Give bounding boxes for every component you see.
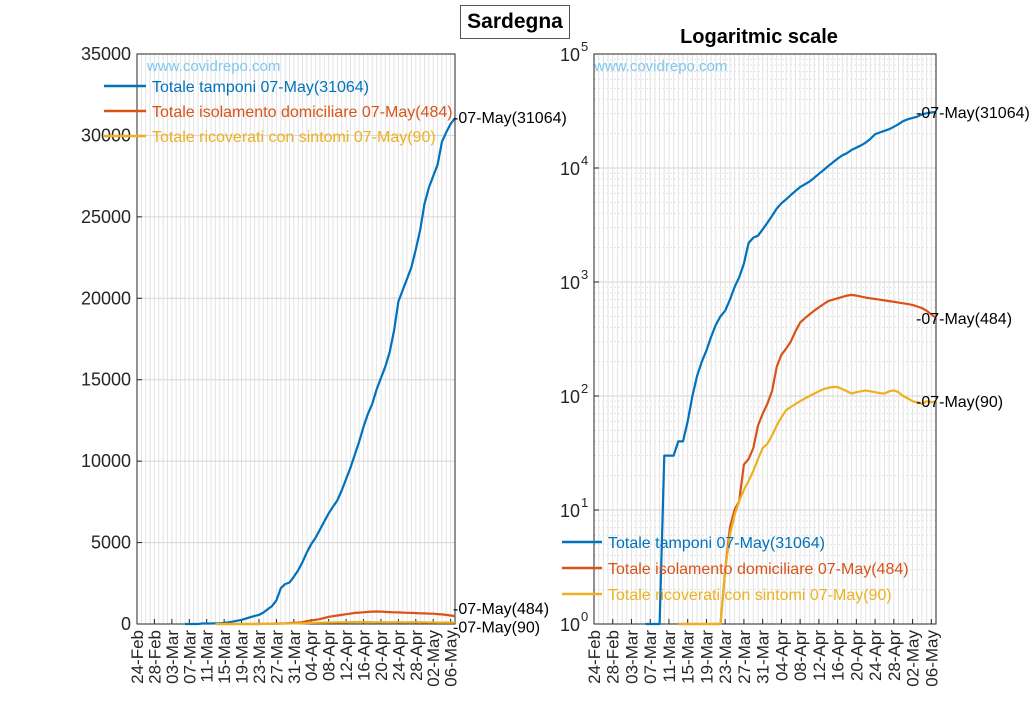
x-tick-label: 04-Apr bbox=[772, 630, 791, 681]
end-label-ricoverati: -07-May(90) bbox=[916, 394, 1003, 411]
legend-log: Totale tamponi 07-May(31064) Totale isola… bbox=[562, 535, 909, 604]
x-tick-label: 19-Mar bbox=[233, 630, 252, 684]
title-log-panel: Logaritmic scale bbox=[680, 26, 838, 48]
x-tick-label: 08-Apr bbox=[320, 630, 339, 681]
y-tick-label: 35000 bbox=[81, 44, 131, 64]
end-label-tamponi: -07-May(31064) bbox=[916, 105, 1030, 122]
x-tick-label: 07-Mar bbox=[180, 630, 199, 684]
x-tick-label: 16-Apr bbox=[829, 630, 848, 681]
axes-frame-log bbox=[593, 53, 937, 625]
y-tick-label: 10 bbox=[560, 615, 580, 635]
x-tick-label: 27-Mar bbox=[735, 630, 754, 684]
y-tick-label: 10 bbox=[560, 501, 580, 521]
end-labels-linear: -07-May(31064) -07-May(484) -07-May(90) bbox=[453, 110, 567, 636]
x-tick-label: 31-Mar bbox=[754, 630, 773, 684]
x-tick-label: 31-Mar bbox=[285, 630, 304, 684]
figure-title: Sardegna bbox=[460, 5, 570, 39]
y-tick-label: 15000 bbox=[81, 370, 131, 390]
x-tick-label: 02-May bbox=[904, 630, 923, 687]
x-tick-label: 28-Apr bbox=[885, 630, 904, 681]
series-lines-log bbox=[645, 110, 937, 626]
series-line-ricoverati bbox=[678, 385, 937, 626]
x-ticks-linear: 24-Feb28-Feb03-Mar07-Mar11-Mar15-Mar19-M… bbox=[128, 619, 461, 687]
x-tick-label: 11-Mar bbox=[660, 630, 679, 683]
x-tick-label: 24-Apr bbox=[389, 630, 408, 681]
y-tick-label-exponent: 2 bbox=[581, 381, 588, 396]
x-tick-label: 24-Apr bbox=[866, 630, 885, 681]
watermark-log: www.covidrepo.com bbox=[593, 58, 727, 75]
x-tick-label: 27-Mar bbox=[267, 630, 286, 684]
y-tick-label: 10 bbox=[560, 159, 580, 179]
panel-log: Logaritmic scale www.covidrepo.com 10 010… bbox=[560, 26, 1030, 687]
x-tick-label: 15-Mar bbox=[215, 630, 234, 684]
x-tick-label: 20-Apr bbox=[372, 630, 391, 681]
y-tick-label-exponent: 4 bbox=[581, 153, 588, 168]
panel-linear: www.covidrepo.com 0 5000 10000 15000 20000 25… bbox=[81, 44, 567, 687]
y-tick-label: 5000 bbox=[91, 533, 131, 553]
end-labels-log: -07-May(31064) -07-May(484) -07-May(90) bbox=[916, 105, 1030, 411]
x-tick-label: 07-Mar bbox=[641, 630, 660, 684]
watermark-linear: www.covidrepo.com bbox=[146, 58, 280, 75]
legend-linear: Totale tamponi 07-May(31064) Totale isola… bbox=[104, 79, 453, 146]
x-tick-label: 11-Mar bbox=[198, 630, 217, 683]
legend-label-ricoverati: Totale ricoverati con sintomi 07-May(90) bbox=[608, 587, 892, 604]
x-tick-label: 08-Apr bbox=[791, 630, 810, 681]
x-tick-label: 19-Mar bbox=[697, 630, 716, 684]
x-tick-label: 23-Mar bbox=[250, 630, 269, 684]
x-tick-label: 28-Feb bbox=[145, 630, 164, 684]
x-tick-label: 28-Feb bbox=[604, 630, 623, 684]
y-tick-label-exponent: 0 bbox=[581, 609, 588, 624]
legend-label-isolamento: Totale isolamento domiciliare 07-May(484… bbox=[152, 104, 453, 121]
x-tick-label: 24-Feb bbox=[585, 630, 604, 684]
series-line-tamponi bbox=[645, 110, 937, 626]
legend-label-ricoverati: Totale ricoverati con sintomi 07-May(90) bbox=[152, 129, 436, 146]
y-tick-label-exponent: 1 bbox=[581, 495, 588, 510]
y-tick-label-exponent: 3 bbox=[581, 267, 588, 282]
y-tick-label: 20000 bbox=[81, 288, 131, 308]
legend-label-tamponi: Totale tamponi 07-May(31064) bbox=[608, 535, 825, 552]
x-tick-label: 16-Apr bbox=[355, 630, 374, 681]
y-tick-label: 10 bbox=[560, 45, 580, 65]
y-tick-label: 0 bbox=[121, 614, 131, 634]
series-line-tamponi bbox=[184, 117, 456, 626]
x-tick-label: 03-Mar bbox=[163, 630, 182, 684]
x-tick-label: 12-Apr bbox=[337, 630, 356, 681]
x-ticks-log: 24-Feb 28-Feb 03-Mar 07-Mar 11-Mar 15-Mar 19-M… bbox=[585, 619, 941, 687]
x-tick-label: 03-Mar bbox=[622, 630, 641, 684]
end-label-isolamento: -07-May(484) bbox=[453, 601, 549, 618]
y-tick-label: 25000 bbox=[81, 207, 131, 227]
x-tick-label: 06-May bbox=[922, 630, 941, 687]
end-label-tamponi: -07-May(31064) bbox=[453, 110, 567, 127]
y-tick-label-exponent: 5 bbox=[581, 39, 588, 54]
y-tick-label: 10 bbox=[560, 273, 580, 293]
x-tick-label: 06-May bbox=[442, 630, 461, 687]
series-lines-linear bbox=[184, 117, 456, 626]
x-tick-label: 12-Apr bbox=[810, 630, 829, 681]
legend-label-isolamento: Totale isolamento domiciliare 07-May(484… bbox=[608, 561, 909, 578]
series-line-ricoverati bbox=[215, 620, 456, 626]
end-label-ricoverati: -07-May(90) bbox=[453, 620, 540, 637]
x-tick-label: 23-Mar bbox=[716, 630, 735, 684]
x-tick-label: 02-May bbox=[424, 630, 443, 687]
x-tick-label: 15-Mar bbox=[679, 630, 698, 684]
end-label-isolamento: -07-May(484) bbox=[916, 311, 1012, 328]
x-tick-label: 04-Apr bbox=[302, 630, 321, 681]
x-tick-label: 28-Apr bbox=[407, 630, 426, 681]
y-tick-label: 10000 bbox=[81, 451, 131, 471]
legend-label-tamponi: Totale tamponi 07-May(31064) bbox=[152, 79, 369, 96]
x-tick-label: 20-Apr bbox=[847, 630, 866, 681]
x-tick-label: 24-Feb bbox=[128, 630, 147, 684]
y-tick-label: 10 bbox=[560, 387, 580, 407]
